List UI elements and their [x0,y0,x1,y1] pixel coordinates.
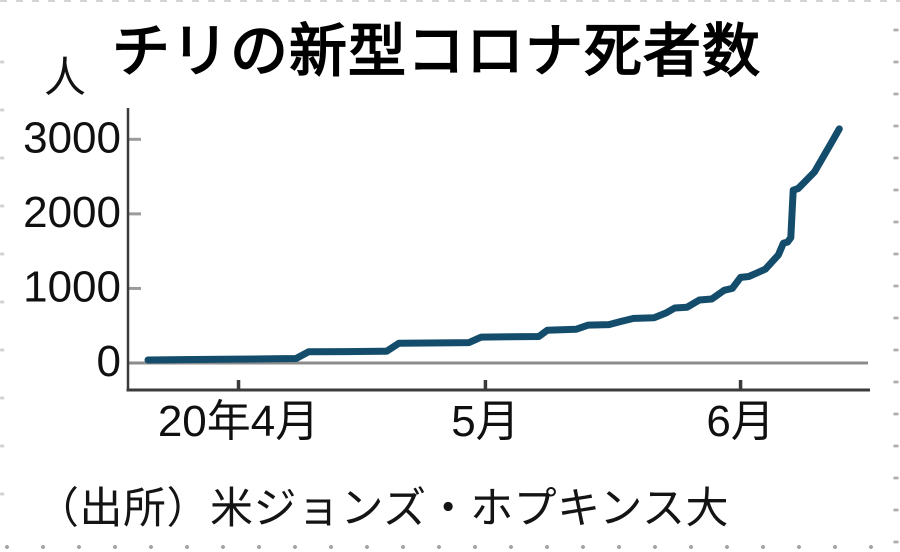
x-axis-label: 5月 [451,397,519,446]
x-axis-label: 6月 [706,397,774,446]
series-line-0 [144,125,843,364]
x-axis-label: 20年4月 [158,397,319,446]
y-axis-label: 0 [97,337,121,386]
y-axis-label: 1000 [23,262,121,311]
source-caption: （出所）米ジョンズ・ホプキンス大 [36,485,729,533]
y-axis-label: 2000 [23,188,121,237]
y-axis-label: 3000 [23,113,121,162]
y-axis-unit-label: 人 [44,54,87,101]
chart-title: チリの新型コロナ死者数 [112,19,762,84]
